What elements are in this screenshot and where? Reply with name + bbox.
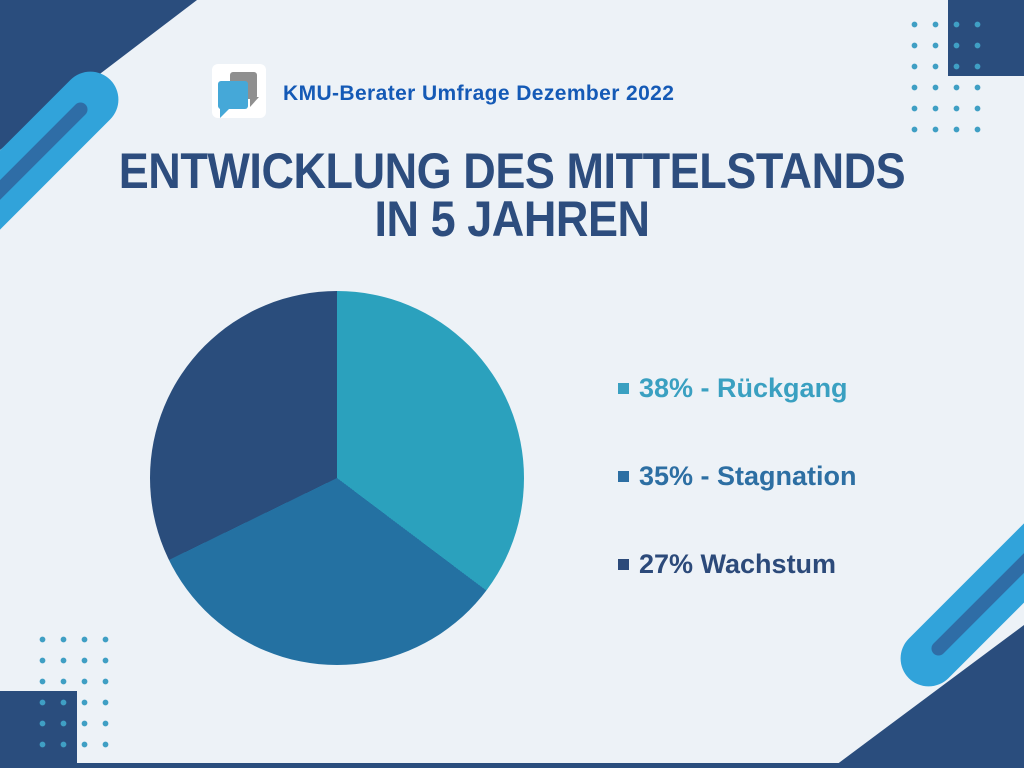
legend-item: 27% Wachstum [618, 542, 857, 586]
page-title-line-1: ENTWICKLUNG DES MITTELSTANDS [118, 143, 906, 199]
legend-item: 35% - Stagnation [618, 454, 857, 498]
page-title: ENTWICKLUNG DES MITTELSTANDS IN 5 JAHREN [51, 143, 973, 247]
legend-label: 35% - Stagnation [639, 460, 857, 491]
speech-bubble-front-icon [218, 81, 248, 109]
legend-label: 27% Wachstum [639, 548, 837, 579]
brand-logo [212, 64, 266, 118]
legend: 38% - Rückgang 35% - Stagnation 27% Wach… [618, 366, 857, 630]
page-title-line-2: IN 5 JAHREN [374, 191, 650, 247]
legend-item: 38% - Rückgang [618, 366, 857, 410]
speech-bubble-back-tail-icon [250, 97, 259, 107]
bottom-bar [0, 763, 1024, 768]
speech-bubble-front-tail-icon [220, 108, 230, 118]
legend-bullet [618, 558, 629, 570]
legend-bullet [618, 470, 629, 482]
dot-grid-bottom-left [32, 629, 116, 755]
legend-bullet [618, 382, 629, 394]
brand-text: KMU-Berater Umfrage Dezember 2022 [283, 82, 675, 105]
dot-grid-top-right [904, 14, 988, 140]
pie-chart [150, 291, 524, 665]
legend-label: 38% - Rückgang [639, 372, 848, 403]
decor-capsule-stripe-bottom-right [928, 436, 1024, 659]
